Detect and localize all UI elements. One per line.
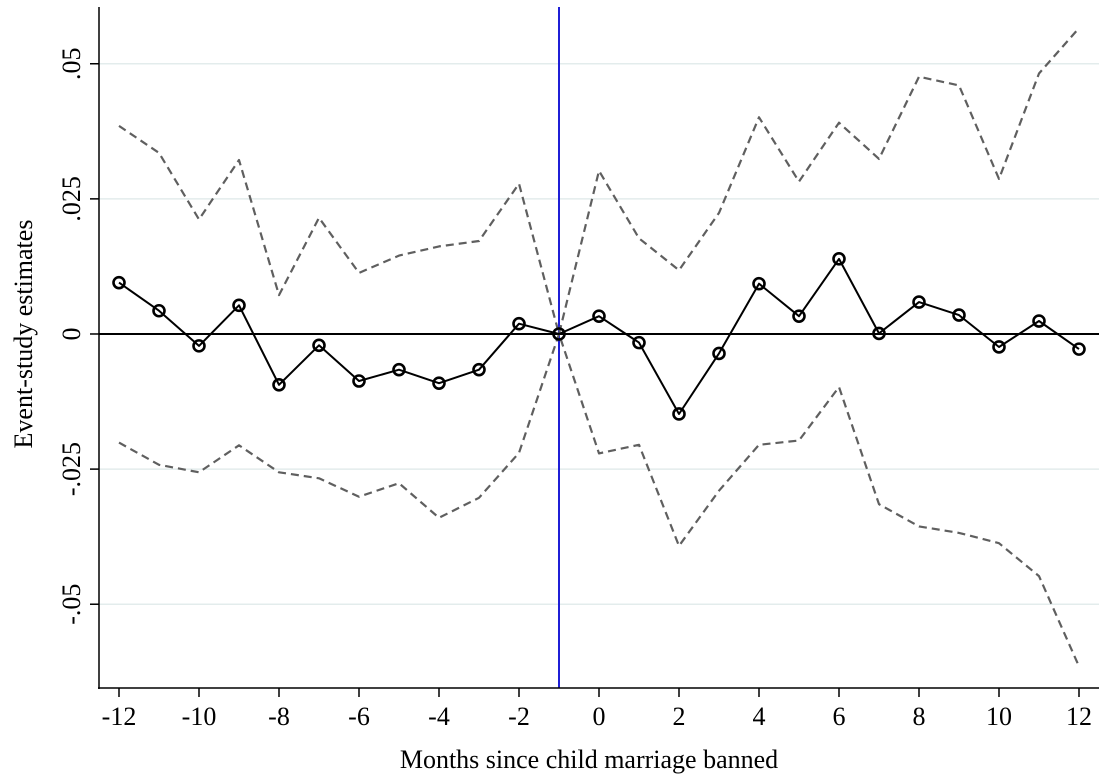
- y-axis-title: Event-study estimates: [9, 220, 38, 449]
- estimate-point: [512, 316, 526, 331]
- x-tick-label: 6: [833, 702, 846, 731]
- series: [112, 27, 1086, 667]
- x-tick-label: 2: [673, 702, 686, 731]
- x-tick-label: -12: [102, 702, 137, 731]
- axes: -12 -10 -8 -6 -4 -2 0 2 4 6 8 10 12 -.05 -.025 0 .025 .05: [57, 7, 1099, 731]
- gridlines: [99, 63, 1099, 605]
- x-tick-label: -8: [268, 702, 290, 731]
- estimate-point: [632, 335, 646, 350]
- estimate-point: [232, 298, 246, 313]
- x-tick-label: 10: [986, 702, 1012, 731]
- x-tick-label: -2: [508, 702, 530, 731]
- estimate-point: [312, 338, 326, 353]
- estimate-point: [1032, 314, 1046, 328]
- estimate-point: [672, 407, 686, 421]
- x-tick-label: 0: [593, 702, 606, 731]
- y-tick-label: .05: [57, 48, 86, 81]
- reference-lines: [99, 7, 1099, 688]
- y-tick-label: 0: [57, 328, 86, 341]
- estimate-line: [118, 257, 1080, 415]
- estimate-point: [912, 295, 926, 309]
- estimate-point: [992, 340, 1006, 354]
- estimate-point: [352, 374, 366, 388]
- estimate-point: [112, 275, 126, 290]
- lower-ci-line: [118, 332, 1081, 667]
- estimate-point: [712, 346, 726, 361]
- estimate-point: [192, 339, 206, 353]
- y-tick-label: -.025: [57, 442, 86, 496]
- x-tick-label: 4: [753, 702, 766, 731]
- x-tick-label: -4: [428, 702, 450, 731]
- x-tick-label: -10: [182, 702, 217, 731]
- estimate-point: [392, 362, 406, 377]
- estimate-point: [152, 303, 166, 318]
- estimate-point: [432, 376, 446, 390]
- estimate-point: [752, 276, 766, 291]
- estimate-point: [552, 327, 566, 341]
- upper-ci-line: [118, 27, 1080, 336]
- estimate-point: [472, 362, 486, 377]
- x-tick-label: 8: [913, 702, 926, 731]
- estimate-point: [832, 252, 846, 266]
- estimate-point: [792, 309, 806, 323]
- y-tick-label: -.05: [57, 584, 86, 625]
- x-tick-label: 12: [1066, 702, 1092, 731]
- x-axis-title: Months since child marriage banned: [400, 745, 778, 774]
- estimate-point: [1072, 342, 1086, 356]
- estimate-point: [272, 377, 286, 392]
- estimate-point: [592, 309, 606, 323]
- estimate-point: [952, 308, 966, 322]
- y-tick-label: .025: [57, 176, 86, 222]
- x-tick-label: -6: [348, 702, 370, 731]
- estimate-point: [872, 326, 886, 341]
